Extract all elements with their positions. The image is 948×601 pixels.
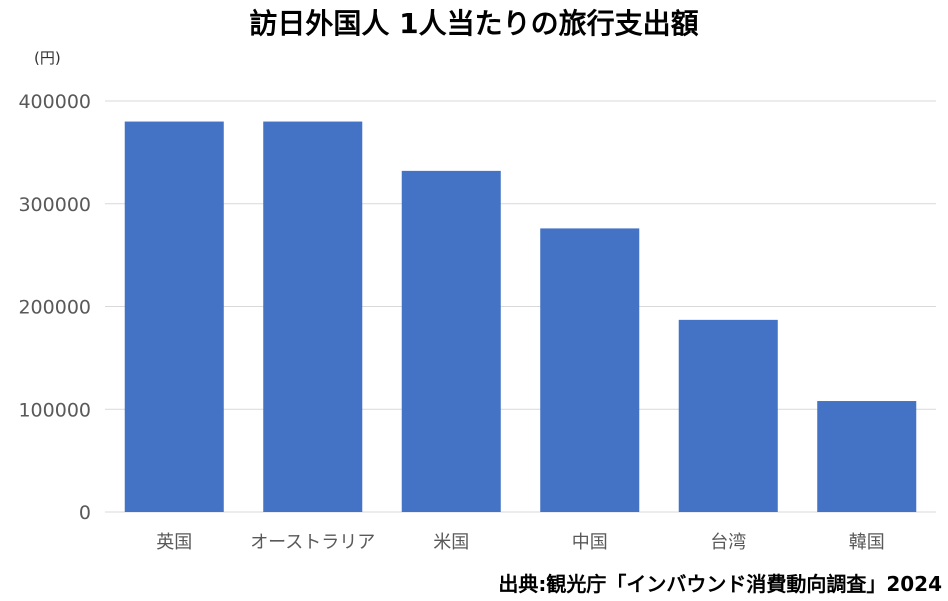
x-category-label: 韓国 <box>849 532 885 553</box>
bar <box>817 401 917 512</box>
chart-title: 訪日外国人 1人当たりの旅行支出額 <box>249 7 699 40</box>
bar <box>540 228 640 512</box>
bar <box>678 319 778 512</box>
source-note: 出典:観光庁「インバウンド消費動向調査」2024 <box>498 572 942 596</box>
bars <box>124 121 917 513</box>
gridlines <box>105 100 936 513</box>
y-tick-label: 100000 <box>18 399 91 421</box>
y-axis-ticks: 0 100000 200000 300000 400000 <box>18 91 91 524</box>
y-tick-label: 0 <box>79 502 91 524</box>
x-category-label: 米国 <box>433 532 469 553</box>
bar <box>401 170 501 512</box>
x-category-label: オーストラリア <box>250 532 375 553</box>
y-axis-unit-label: (円) <box>34 49 61 67</box>
bar <box>263 121 363 513</box>
bar <box>124 121 224 513</box>
x-category-label: 中国 <box>572 532 608 553</box>
y-tick-label: 200000 <box>18 297 91 319</box>
y-tick-label: 400000 <box>18 91 91 113</box>
x-category-label: 英国 <box>156 532 192 553</box>
y-tick-label: 300000 <box>18 194 91 216</box>
x-axis-categories: 英国 オーストラリア 米国 中国 台湾 韓国 <box>156 532 885 553</box>
x-category-label: 台湾 <box>710 532 746 553</box>
